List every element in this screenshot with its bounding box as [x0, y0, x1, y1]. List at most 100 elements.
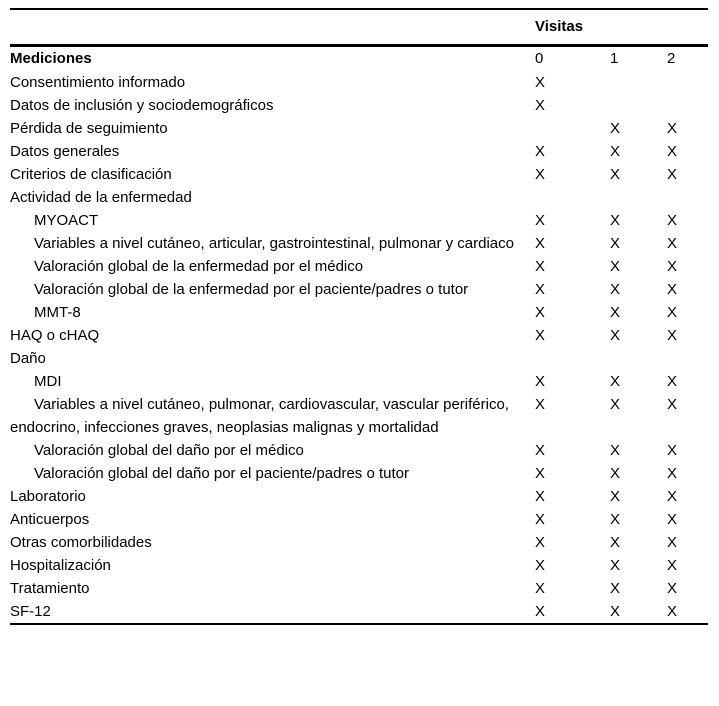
- mark-cell: X: [535, 534, 546, 551]
- table-row: Otras comorbilidades X X X: [10, 531, 708, 554]
- mark-cell: X: [667, 534, 678, 551]
- mark-cell: X: [535, 143, 546, 160]
- mark-cell: X: [610, 580, 621, 597]
- table-row: SF-12 X X X: [10, 600, 708, 624]
- mark-cell: X: [535, 396, 546, 413]
- mark-cell: X: [667, 166, 678, 183]
- table-row: Variables a nivel cutáneo, pulmonar, car…: [10, 393, 708, 439]
- mark-cell: X: [610, 488, 621, 505]
- mark-cell: X: [610, 603, 621, 620]
- mark-cell: X: [667, 281, 678, 298]
- row-label: HAQ o cHAQ: [10, 327, 100, 344]
- visits-group-header: Visitas: [535, 9, 708, 47]
- table-row: Criterios de clasificación X X X: [10, 163, 708, 186]
- mark-cell: X: [667, 120, 678, 137]
- mark-cell: X: [667, 557, 678, 574]
- mark-cell: X: [667, 143, 678, 160]
- mark-cell: X: [667, 488, 678, 505]
- row-label: Valoración global del daño por el médico: [34, 442, 304, 459]
- mark-cell: X: [610, 235, 621, 252]
- row-label: Valoración global del daño por el pacien…: [34, 465, 409, 482]
- mark-cell: X: [667, 442, 678, 459]
- mark-cell: X: [535, 488, 546, 505]
- mark-cell: X: [535, 166, 546, 183]
- table-row: Variables a nivel cutáneo, articular, ga…: [10, 232, 708, 255]
- table-row: MYOACT X X X: [10, 209, 708, 232]
- mark-cell: X: [535, 235, 546, 252]
- mark-cell: X: [535, 373, 546, 390]
- mark-cell: X: [667, 235, 678, 252]
- measurements-visits-table: Visitas Mediciones 0 1 2 Consentimiento …: [10, 8, 708, 625]
- mark-cell: X: [535, 304, 546, 321]
- visit-column-header-0: 0: [535, 50, 544, 67]
- mark-cell: X: [535, 327, 546, 344]
- mark-cell: [667, 71, 708, 94]
- visit-column-header-2: 2: [667, 50, 676, 67]
- mark-cell: [667, 94, 708, 117]
- mark-cell: X: [610, 465, 621, 482]
- mark-cell: X: [667, 304, 678, 321]
- table-body: Consentimiento informado X Datos de incl…: [10, 71, 708, 624]
- table-row: Valoración global de la enfermedad por e…: [10, 255, 708, 278]
- mark-cell: [535, 186, 610, 209]
- table-row: MMT-8 X X X: [10, 301, 708, 324]
- mark-cell: X: [667, 258, 678, 275]
- mark-cell: X: [667, 327, 678, 344]
- row-label: Consentimiento informado: [10, 74, 186, 91]
- row-label: SF-12: [10, 603, 51, 620]
- mark-cell: X: [610, 212, 621, 229]
- table-row: Datos de inclusión y sociodemográficos X: [10, 94, 708, 117]
- mark-cell: X: [535, 74, 546, 91]
- mark-cell: X: [610, 258, 621, 275]
- mark-cell: [610, 347, 667, 370]
- row-label: Valoración global de la enfermedad por e…: [34, 258, 364, 275]
- mark-cell: [667, 186, 708, 209]
- row-label: Daño: [10, 350, 46, 367]
- row-label: Anticuerpos: [10, 511, 90, 528]
- label-column-header: Mediciones: [10, 50, 92, 67]
- table-row: Datos generales X X X: [10, 140, 708, 163]
- mark-cell: X: [667, 603, 678, 620]
- visits-group-header-row: Visitas: [10, 9, 708, 47]
- column-header-row: Mediciones 0 1 2: [10, 46, 708, 72]
- row-label: Variables a nivel cutáneo, articular, ga…: [34, 235, 514, 252]
- mark-cell: [610, 71, 667, 94]
- empty-corner-cell: [10, 9, 535, 47]
- row-label: Tratamiento: [10, 580, 90, 597]
- mark-cell: X: [610, 511, 621, 528]
- row-label: Laboratorio: [10, 488, 86, 505]
- mark-cell: X: [535, 511, 546, 528]
- mark-cell: X: [610, 143, 621, 160]
- mark-cell: X: [667, 212, 678, 229]
- mark-cell: X: [667, 465, 678, 482]
- mark-cell: X: [535, 212, 546, 229]
- row-label: Hospitalización: [10, 557, 111, 574]
- row-label: Actividad de la enfermedad: [10, 189, 192, 206]
- mark-cell: X: [535, 258, 546, 275]
- mark-cell: X: [610, 120, 621, 137]
- row-label: Pérdida de seguimiento: [10, 120, 168, 137]
- table-row: HAQ o cHAQ X X X: [10, 324, 708, 347]
- mark-cell: [667, 347, 708, 370]
- row-label: MDI: [34, 373, 62, 390]
- mark-cell: X: [610, 281, 621, 298]
- table-row: Hospitalización X X X: [10, 554, 708, 577]
- table-row: Valoración global de la enfermedad por e…: [10, 278, 708, 301]
- mark-cell: X: [610, 557, 621, 574]
- mark-cell: [610, 186, 667, 209]
- table-row: Tratamiento X X X: [10, 577, 708, 600]
- mark-cell: X: [535, 557, 546, 574]
- table-row: MDI X X X: [10, 370, 708, 393]
- visit-column-header-1: 1: [610, 50, 619, 67]
- mark-cell: [535, 347, 610, 370]
- mark-cell: X: [535, 465, 546, 482]
- mark-cell: X: [667, 373, 678, 390]
- row-label: Datos de inclusión y sociodemográficos: [10, 97, 274, 114]
- row-label: Variables a nivel cutáneo, pulmonar, car…: [10, 396, 509, 436]
- table-row: Consentimiento informado X: [10, 71, 708, 94]
- table-row: Pérdida de seguimiento X X: [10, 117, 708, 140]
- mark-cell: X: [535, 281, 546, 298]
- mark-cell: X: [610, 373, 621, 390]
- table-row: Laboratorio X X X: [10, 485, 708, 508]
